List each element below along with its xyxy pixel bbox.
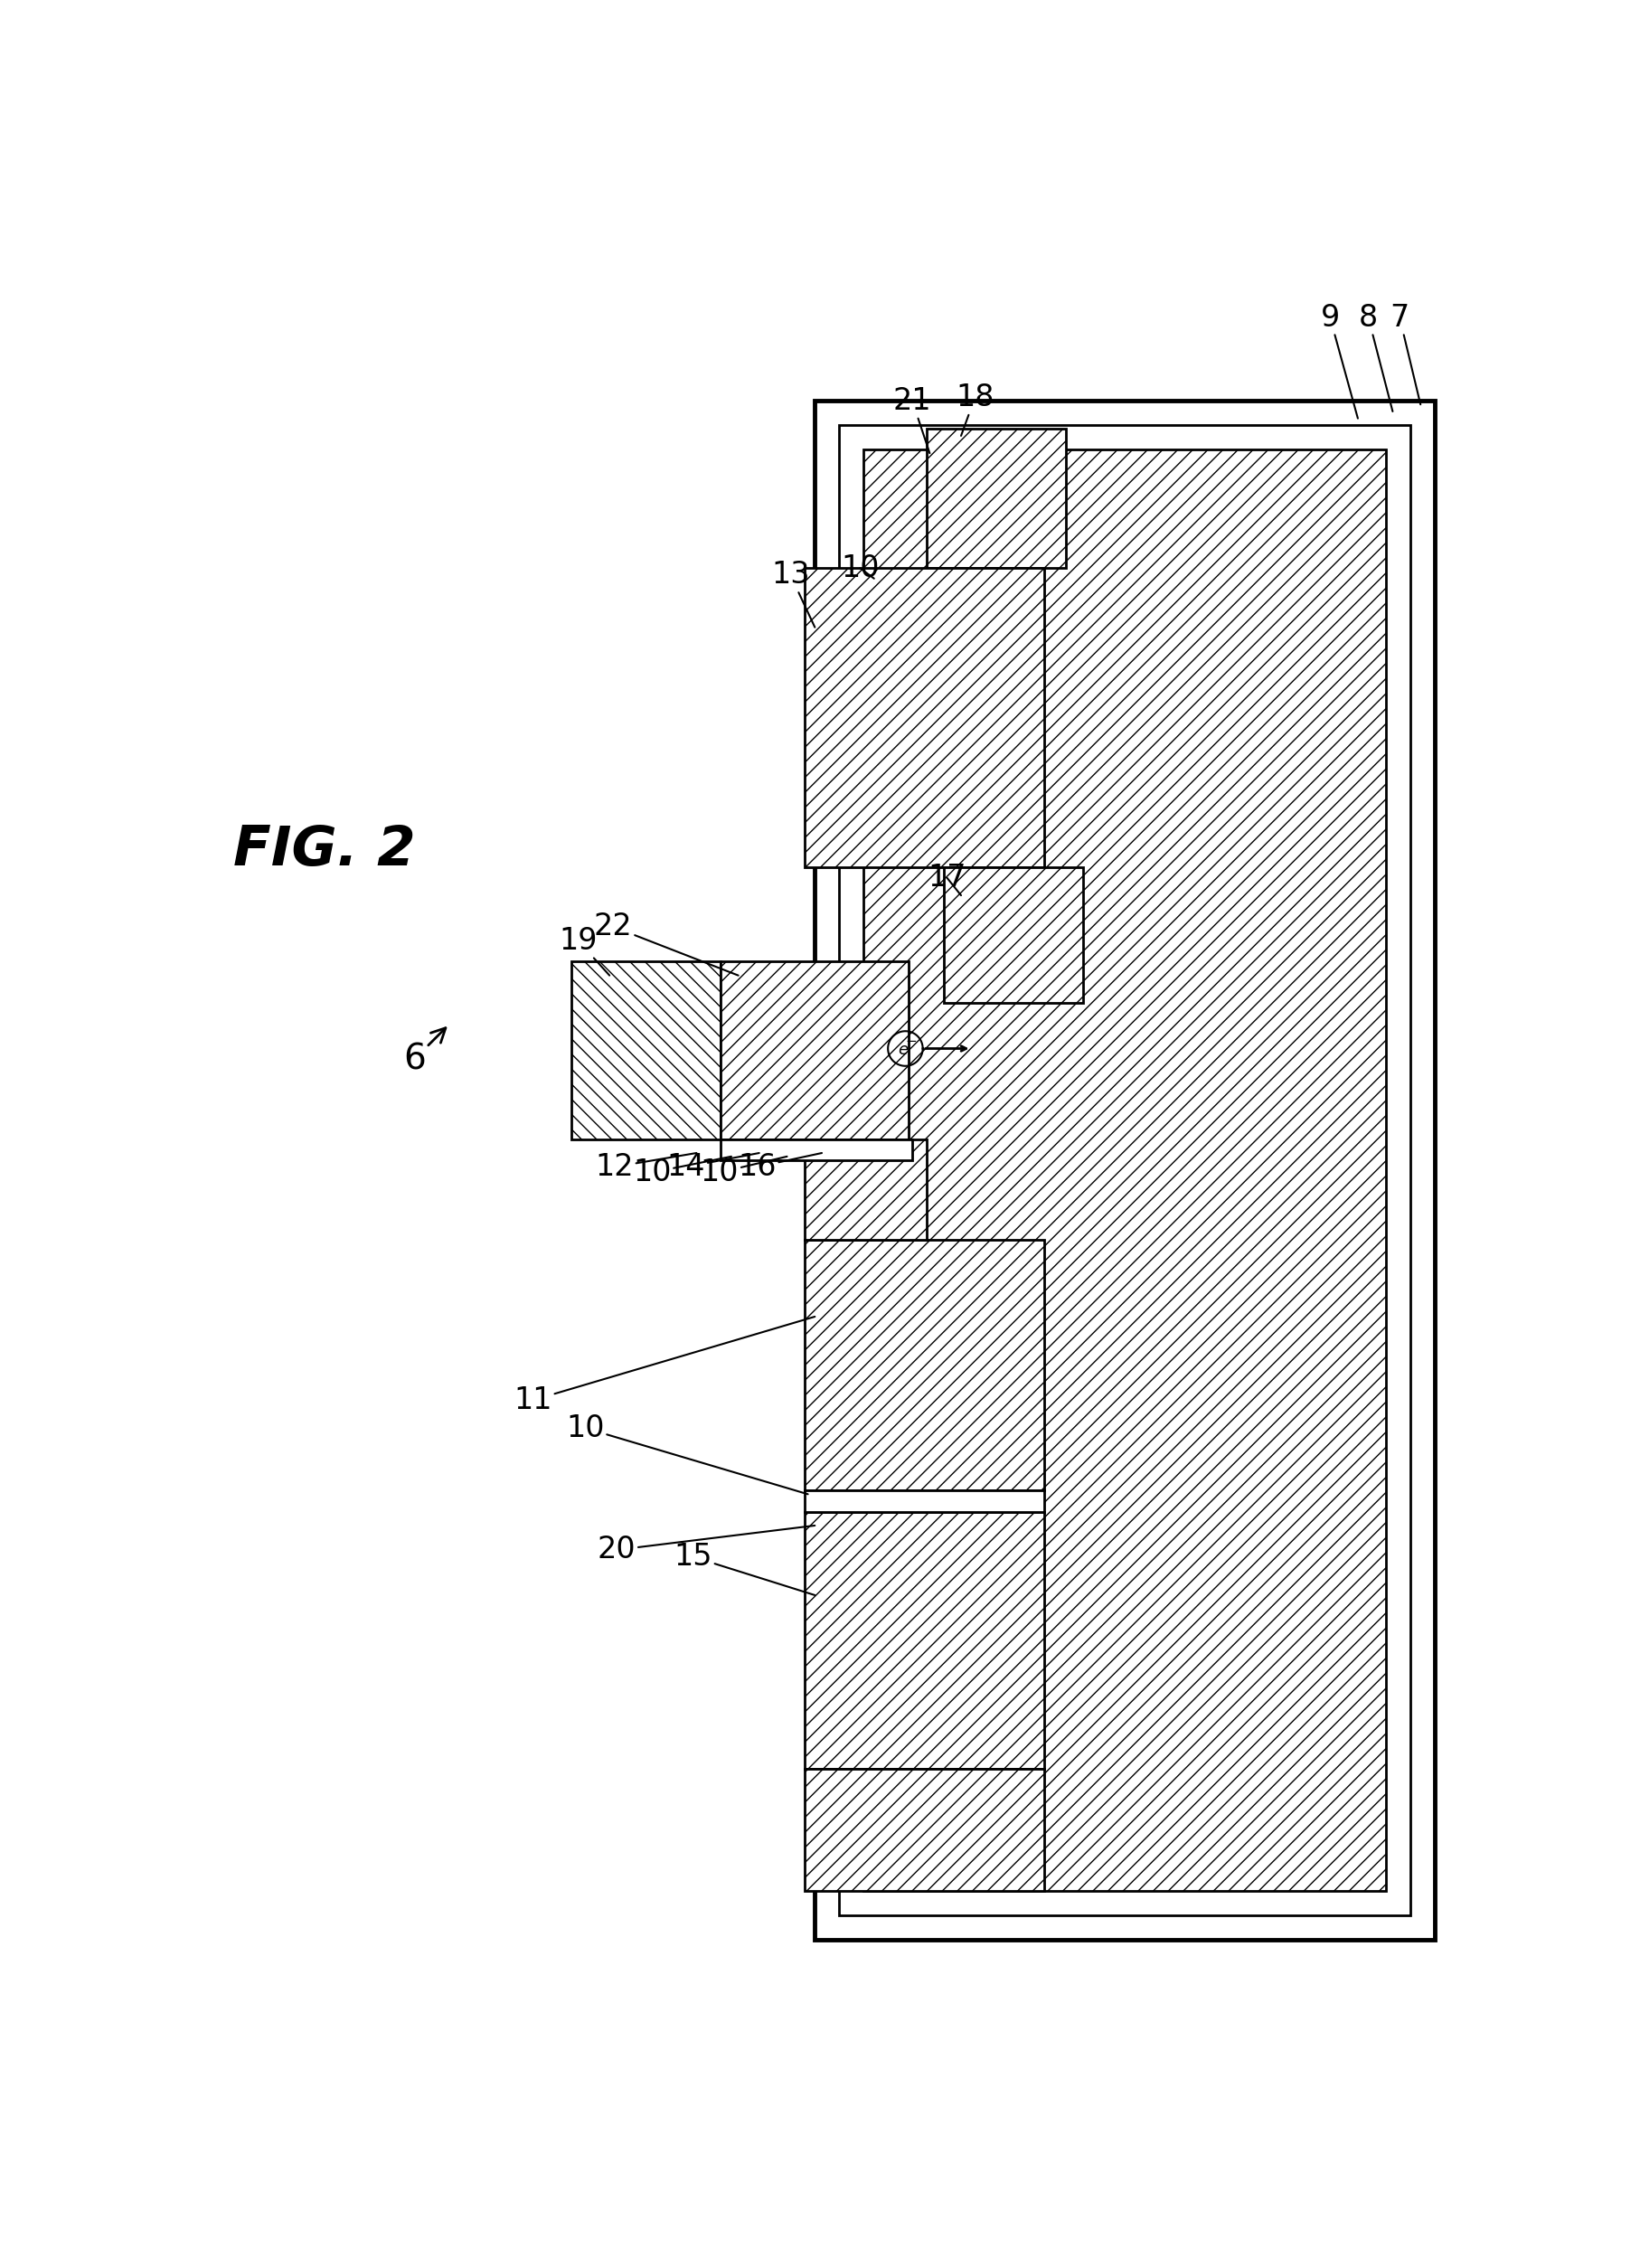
Text: 7: 7 <box>1389 302 1420 404</box>
Bar <box>863 449 1384 1892</box>
Bar <box>815 401 1433 1939</box>
Bar <box>804 1490 1045 1510</box>
Bar <box>804 567 1045 866</box>
Text: 16: 16 <box>738 1152 822 1182</box>
Bar <box>720 962 909 1139</box>
Text: 22: 22 <box>594 912 738 975</box>
Text: 17: 17 <box>927 864 966 896</box>
Text: 8: 8 <box>1358 302 1392 411</box>
Text: e: e <box>897 1041 907 1059</box>
Text: 10: 10 <box>700 1157 787 1188</box>
Text: 10: 10 <box>566 1413 807 1495</box>
Bar <box>804 1510 1045 1769</box>
Text: 13: 13 <box>771 560 815 628</box>
Text: 6: 6 <box>403 1027 446 1077</box>
Bar <box>571 962 720 1139</box>
Bar <box>925 429 1064 567</box>
Bar <box>804 1241 1045 1490</box>
Text: 9: 9 <box>1320 302 1358 417</box>
Bar <box>720 1139 912 1159</box>
Text: 19: 19 <box>559 925 608 975</box>
Bar <box>943 866 1082 1002</box>
Text: 14: 14 <box>666 1152 759 1182</box>
Text: 20: 20 <box>597 1526 815 1565</box>
Bar <box>804 1139 925 1241</box>
Text: 18: 18 <box>954 383 994 435</box>
Text: FIG. 2: FIG. 2 <box>233 823 415 878</box>
Text: 12: 12 <box>595 1152 695 1182</box>
Text: 10: 10 <box>633 1157 731 1188</box>
Bar <box>838 426 1409 1916</box>
Bar <box>804 1769 1045 1892</box>
Text: 21: 21 <box>892 386 932 454</box>
Text: 10: 10 <box>840 553 879 583</box>
Text: −: − <box>905 1034 917 1048</box>
Text: 15: 15 <box>674 1542 815 1594</box>
Text: 11: 11 <box>513 1318 815 1415</box>
